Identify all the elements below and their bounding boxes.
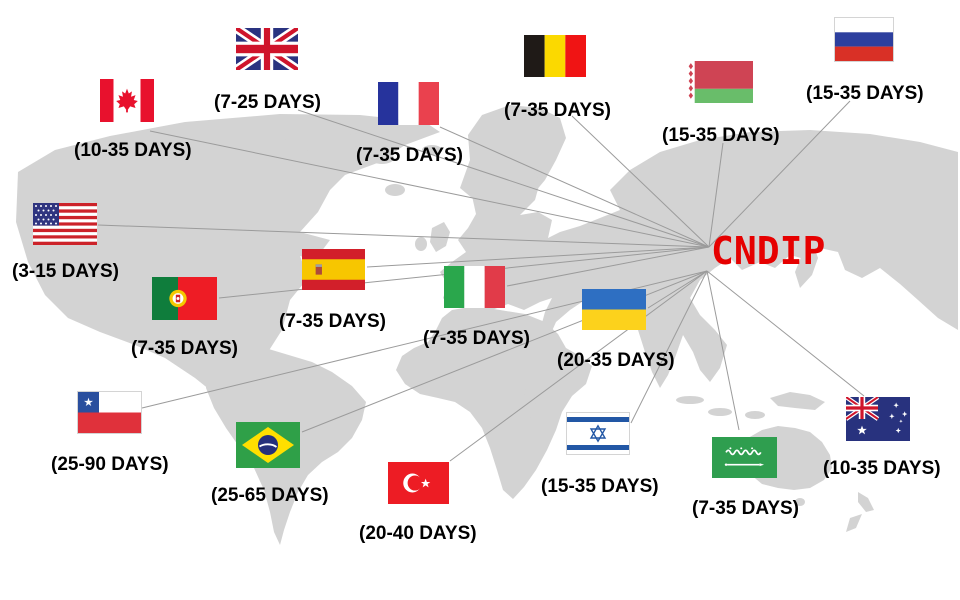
shipping-days-belarus: (15-35 DAYS) [662,125,780,146]
route-line-italy [506,246,710,287]
russia-flag-icon [834,17,894,62]
route-line-france [439,126,710,248]
saudi-arabia-flag-icon [712,437,777,478]
shipping-days-belgium: (7-35 DAYS) [504,100,612,121]
shipping-days-israel: (15-35 DAYS) [541,476,659,497]
shipping-days-spain: (7-35 DAYS) [279,311,387,332]
shipping-days-saudi-arabia: (7-35 DAYS) [692,498,800,519]
brazil-flag-icon [236,422,300,468]
shipping-days-portugal: (7-35 DAYS) [131,338,239,359]
shipping-days-australia: (10-35 DAYS) [823,458,941,479]
spain-flag-icon [302,249,365,290]
uk-flag-icon [236,28,298,70]
shipping-days-france: (7-35 DAYS) [356,145,464,166]
origin-brand-label: CNDIP [711,229,826,273]
israel-flag-icon [566,412,630,455]
route-line-uk [297,109,710,248]
shipping-days-usa: (3-15 DAYS) [12,261,120,282]
shipping-days-turkey: (20-40 DAYS) [359,523,477,544]
africa [396,306,592,499]
continent-north-america [16,114,440,436]
belgium-flag-icon [524,35,586,77]
shipping-days-ukraine: (20-35 DAYS) [557,350,675,371]
route-line-turkey [449,270,708,462]
route-line-spain [366,246,710,268]
route-line-belarus [708,142,724,248]
new-zealand [846,492,874,532]
canada-flag-icon [100,79,154,122]
italy-flag-icon [444,266,505,308]
route-line-usa [97,224,710,248]
belarus-flag-icon [687,61,753,103]
france-flag-icon [378,82,439,125]
shipping-days-chile: (25-90 DAYS) [51,454,169,475]
route-line-canada [149,130,710,248]
portugal-flag-icon [152,277,217,320]
route-line-saudi [706,270,740,431]
ukraine-flag-icon [582,289,646,330]
shipping-days-uk: (7-25 DAYS) [214,92,322,113]
chile-flag-icon [77,391,142,434]
shipping-days-italy: (7-35 DAYS) [423,328,531,349]
shipping-days-brazil: (25-65 DAYS) [211,485,329,506]
route-line-israel [630,270,708,424]
route-line-russia [708,100,851,248]
shipping-days-russia: (15-35 DAYS) [806,83,924,104]
australia-flag-icon [846,397,910,441]
new-guinea [770,392,825,410]
route-line-australia [706,270,865,397]
turkey-flag-icon [388,462,449,504]
eurasia [440,130,958,388]
shipping-days-canada: (10-35 DAYS) [74,140,192,161]
route-line-ukraine [647,270,708,309]
usa-flag-icon [33,203,97,245]
route-line-belgium [571,115,710,248]
japan [795,225,818,288]
